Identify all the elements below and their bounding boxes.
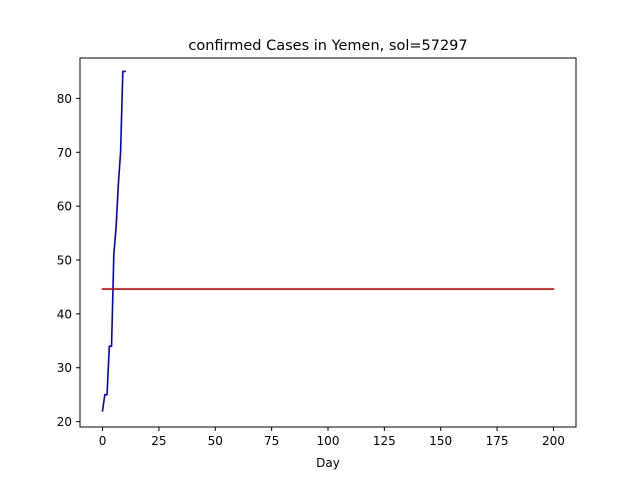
x-tick-label: 0: [99, 434, 107, 448]
x-axis: 0 25 50 75 100 125 150 175 200: [99, 427, 565, 448]
x-tick-label: 200: [542, 434, 565, 448]
y-axis: 20 30 40 50 60 70 80: [57, 92, 80, 429]
plot-frame: [79, 57, 577, 428]
x-tick-label: 125: [373, 434, 396, 448]
y-tick-label: 20: [57, 415, 72, 429]
x-tick-label: 75: [264, 434, 279, 448]
y-tick-label: 60: [57, 200, 72, 214]
x-axis-label: Day: [316, 456, 340, 470]
y-tick-label: 40: [57, 307, 72, 321]
plot-area: [101, 70, 555, 412]
series-line-1: [101, 70, 126, 412]
x-tick-label: 175: [486, 434, 509, 448]
y-tick-label: 70: [57, 146, 72, 160]
y-tick-label: 30: [57, 361, 72, 375]
chart-title: confirmed Cases in Yemen, sol=57297: [188, 38, 467, 54]
y-tick-label: 80: [57, 92, 72, 106]
x-tick-label: 150: [429, 434, 452, 448]
x-tick-label: 25: [151, 434, 166, 448]
x-tick-label: 50: [208, 434, 223, 448]
y-tick-label: 50: [57, 254, 72, 268]
x-tick-label: 100: [317, 434, 340, 448]
